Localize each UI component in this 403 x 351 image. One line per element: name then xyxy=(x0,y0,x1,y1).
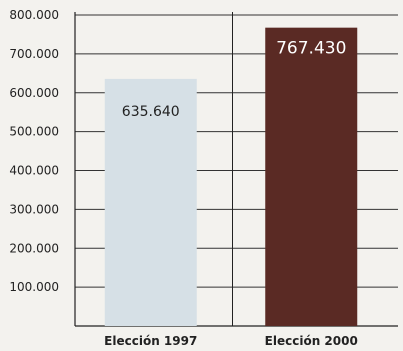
y-tick-label: 100.000 xyxy=(9,280,59,294)
x-tick-label: Elección 2000 xyxy=(265,334,358,348)
bar xyxy=(104,78,197,326)
y-tick-label: 700.000 xyxy=(9,47,59,61)
data-label: 635.640 xyxy=(122,104,180,120)
y-tick-label: 400.000 xyxy=(9,164,59,178)
y-tick-label: 200.000 xyxy=(9,241,59,255)
bar xyxy=(265,27,358,326)
y-tick-label: 300.000 xyxy=(9,202,59,216)
y-tick-label: 500.000 xyxy=(9,125,59,139)
data-label: 767.430 xyxy=(276,39,346,59)
x-tick-label: Elección 1997 xyxy=(104,334,197,348)
y-tick-label: 600.000 xyxy=(9,86,59,100)
y-tick-label: 800.000 xyxy=(9,8,59,22)
